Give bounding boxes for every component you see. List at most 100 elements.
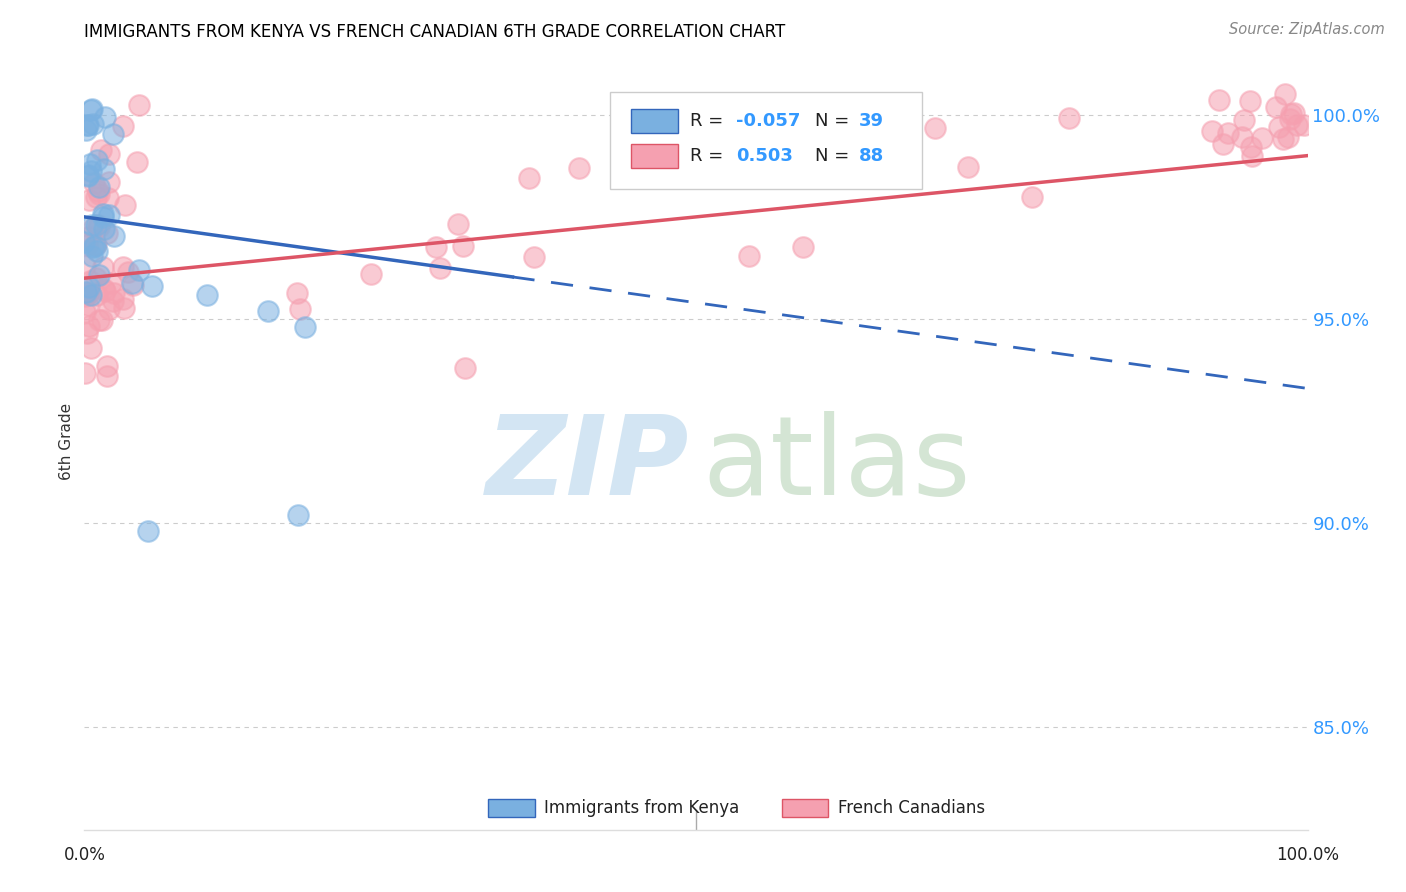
Point: [1239, 94, 1261, 108]
Point: [93, 282, 115, 296]
Point: [1277, 130, 1299, 145]
Text: atlas: atlas: [702, 411, 970, 518]
Point: [91, 260, 114, 274]
Point: [1212, 137, 1234, 152]
Point: [73, 235, 96, 250]
Point: [97, 191, 120, 205]
Text: N =: N =: [814, 112, 855, 130]
Point: [1265, 100, 1288, 114]
Point: [1279, 112, 1302, 126]
Point: [93, 161, 115, 176]
Point: [1233, 113, 1256, 128]
Bar: [488, 798, 534, 817]
Point: [97, 175, 120, 189]
Point: [454, 360, 477, 375]
Point: [117, 264, 139, 278]
Point: [87, 218, 110, 232]
Point: [76, 168, 98, 182]
Point: [1208, 93, 1230, 107]
Point: [114, 198, 136, 212]
Point: [1240, 140, 1263, 154]
Point: [112, 260, 135, 275]
Point: [96, 369, 118, 384]
Point: [77, 118, 100, 132]
Text: 88: 88: [859, 147, 884, 165]
Text: 39: 39: [859, 112, 883, 130]
Point: [523, 250, 546, 264]
Point: [97, 208, 120, 222]
Point: [1272, 132, 1295, 146]
Point: [91, 207, 114, 221]
Point: [76, 118, 98, 132]
Point: [76, 298, 98, 312]
Point: [568, 161, 591, 175]
Point: [1021, 190, 1043, 204]
Point: [136, 524, 159, 539]
Point: [1241, 148, 1264, 162]
Point: [87, 219, 110, 234]
Point: [1292, 118, 1315, 132]
Point: [128, 98, 150, 112]
Point: [294, 320, 316, 334]
Text: R =: R =: [690, 147, 734, 165]
Point: [82, 117, 104, 131]
Point: [83, 237, 105, 252]
Point: [98, 301, 121, 316]
Point: [1267, 120, 1289, 134]
Point: [86, 244, 108, 258]
Bar: [631, 144, 678, 169]
Point: [75, 285, 97, 299]
Point: [84, 270, 107, 285]
Point: [94, 110, 117, 124]
Point: [73, 305, 96, 319]
Text: N =: N =: [814, 147, 855, 165]
Point: [1286, 119, 1309, 133]
Point: [112, 301, 135, 316]
Point: [96, 359, 118, 373]
Text: French Canadians: French Canadians: [838, 799, 986, 817]
Point: [103, 127, 125, 141]
Point: [76, 238, 98, 252]
Point: [89, 268, 111, 282]
Point: [76, 326, 98, 340]
Point: [956, 160, 979, 174]
Point: [111, 292, 134, 306]
Point: [84, 218, 107, 232]
Point: [517, 170, 540, 185]
Point: [80, 102, 103, 116]
Point: [96, 226, 118, 240]
Point: [288, 302, 311, 317]
Point: [792, 240, 814, 254]
Point: [257, 303, 280, 318]
Point: [287, 508, 309, 522]
Point: [924, 120, 946, 135]
Point: [1284, 106, 1306, 120]
Point: [1274, 87, 1296, 102]
Point: [82, 220, 104, 235]
Point: [86, 153, 108, 168]
Point: [90, 143, 112, 157]
Point: [111, 119, 134, 133]
Point: [75, 259, 97, 273]
Point: [103, 228, 125, 243]
Point: [1279, 107, 1302, 121]
Point: [738, 249, 761, 263]
Point: [1218, 126, 1240, 140]
Point: [285, 285, 308, 300]
Point: [141, 279, 163, 293]
Text: R =: R =: [690, 112, 728, 130]
Point: [195, 287, 218, 301]
Point: [1250, 130, 1272, 145]
Text: 0.503: 0.503: [737, 147, 793, 165]
Point: [82, 218, 104, 232]
Point: [77, 280, 100, 294]
Point: [360, 268, 382, 282]
Point: [80, 103, 103, 117]
Point: [80, 341, 103, 355]
Point: [94, 285, 117, 299]
Point: [80, 164, 103, 178]
Point: [84, 237, 107, 252]
Point: [447, 217, 470, 231]
Point: [84, 189, 107, 203]
Point: [100, 276, 122, 290]
